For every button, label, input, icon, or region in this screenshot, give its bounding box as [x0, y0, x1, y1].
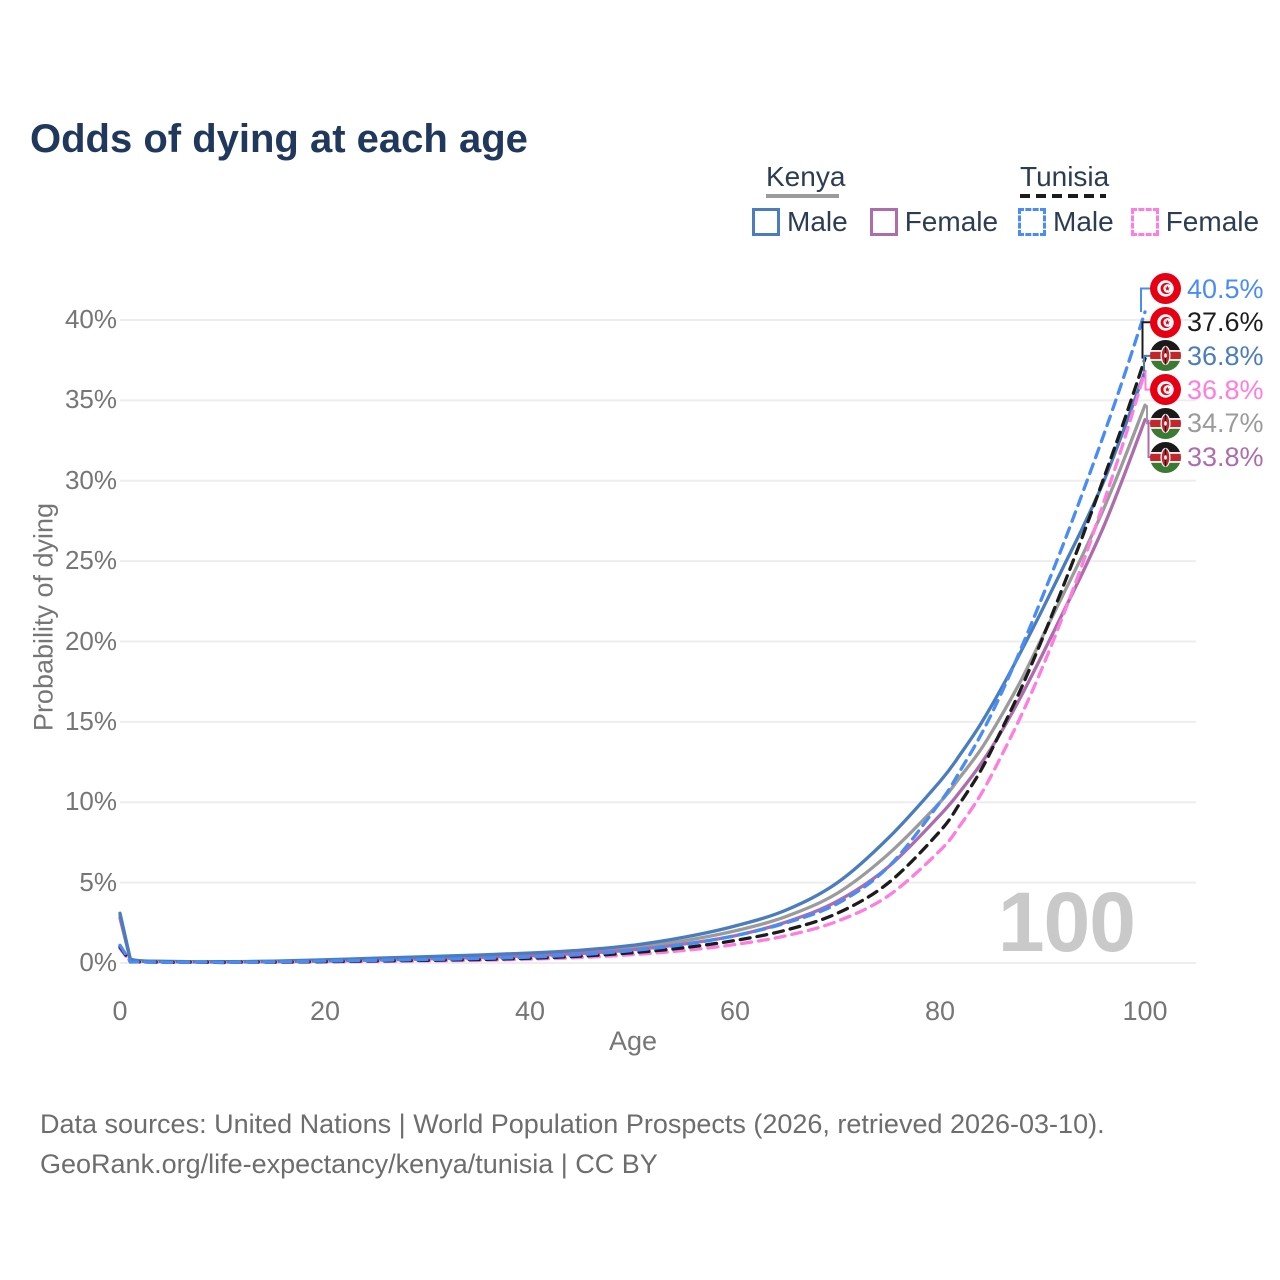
tunisia-flag-icon: [1150, 306, 1181, 338]
leader-line-tunisia_male: [1140, 287, 1151, 312]
tunisia-line-style-sample: [1020, 194, 1106, 198]
kenya-flag-icon: [1150, 441, 1181, 473]
kenya-male-swatch-icon: [752, 208, 780, 236]
leader-line-tunisia_total: [1141, 321, 1151, 359]
y-tick-label: 30%: [64, 464, 117, 495]
x-axis-title: Age: [608, 1026, 658, 1056]
legend-item-label: Male: [1053, 206, 1114, 237]
y-tick-label: 35%: [64, 384, 117, 415]
series-line-tunisia_total: [118, 356, 1147, 965]
legend-item-kenya-male[interactable]: Male: [752, 206, 848, 238]
y-tick-label: 5%: [79, 866, 117, 897]
source-attribution: Data sources: United Nations | World Pop…: [40, 1104, 1105, 1184]
legend-group-kenya-label: Kenya: [766, 161, 846, 192]
y-tick-label: 10%: [64, 786, 117, 817]
x-tick-label: 20: [309, 996, 341, 1026]
legend-items-tunisia: Male Female: [1018, 206, 1259, 238]
kenya-line-style-sample: [766, 194, 839, 198]
end-value-kenya_total: 34.7%: [1187, 408, 1264, 439]
series-line-kenya_male: [118, 369, 1147, 964]
leader-line-kenya_total: [1146, 405, 1151, 425]
legend-item-tunisia-male[interactable]: Male: [1018, 206, 1114, 238]
legend-item-tunisia-female[interactable]: Female: [1130, 206, 1260, 238]
legend-items-kenya: Male Female: [752, 206, 998, 238]
y-axis-title: Probability of dying: [28, 502, 59, 732]
source-line-2: GeoRank.org/life-expectancy/kenya/tunisi…: [40, 1149, 658, 1179]
series-line-kenya_total: [118, 403, 1147, 964]
tunisia-flag-icon: [1150, 273, 1181, 304]
end-value-tunisia_total: 37.6%: [1187, 307, 1264, 338]
tunisia-female-swatch-icon: [1130, 208, 1159, 236]
y-tick-label: 15%: [64, 705, 117, 736]
end-value-tunisia_female: 36.8%: [1187, 374, 1264, 405]
leader-line-tunisia_female: [1144, 371, 1151, 391]
leader-line-kenya_male: [1143, 354, 1151, 372]
end-value-kenya_male: 36.8%: [1187, 340, 1264, 371]
series-line-tunisia_female: [118, 369, 1147, 965]
legend-item-label: Male: [787, 206, 848, 237]
kenya-flag-icon: [1150, 340, 1181, 372]
series-line-tunisia_male: [118, 310, 1147, 965]
x-tick-label: 60: [719, 996, 751, 1026]
y-tick-label: 25%: [64, 545, 117, 576]
tunisia-flag-icon: [1150, 374, 1181, 406]
source-line-1: Data sources: United Nations | World Pop…: [40, 1109, 1105, 1139]
series-line-kenya_female: [118, 418, 1147, 964]
y-tick-label: 0%: [79, 946, 117, 977]
x-tick-label: 100: [1122, 996, 1168, 1026]
y-tick-label: 40%: [64, 303, 117, 334]
end-value-tunisia_male: 40.5%: [1187, 273, 1264, 304]
legend-item-label: Female: [904, 206, 999, 237]
x-tick-label: 80: [924, 996, 956, 1026]
legend-item-kenya-female[interactable]: Female: [869, 206, 999, 238]
kenya-female-swatch-icon: [869, 208, 898, 236]
kenya-flag-icon: [1150, 407, 1181, 439]
end-value-kenya_female: 33.8%: [1187, 442, 1264, 472]
x-tick-label: 0: [112, 996, 128, 1026]
tunisia-male-swatch-icon: [1018, 208, 1046, 236]
x-tick-label: 40: [514, 996, 546, 1026]
y-tick-label: 20%: [64, 625, 117, 656]
age-counter-watermark: 100: [997, 875, 1136, 969]
legend-item-label: Female: [1165, 206, 1260, 237]
page-title: Odds of dying at each age: [30, 116, 528, 161]
legend-group-tunisia-label: Tunisia: [1020, 161, 1110, 192]
